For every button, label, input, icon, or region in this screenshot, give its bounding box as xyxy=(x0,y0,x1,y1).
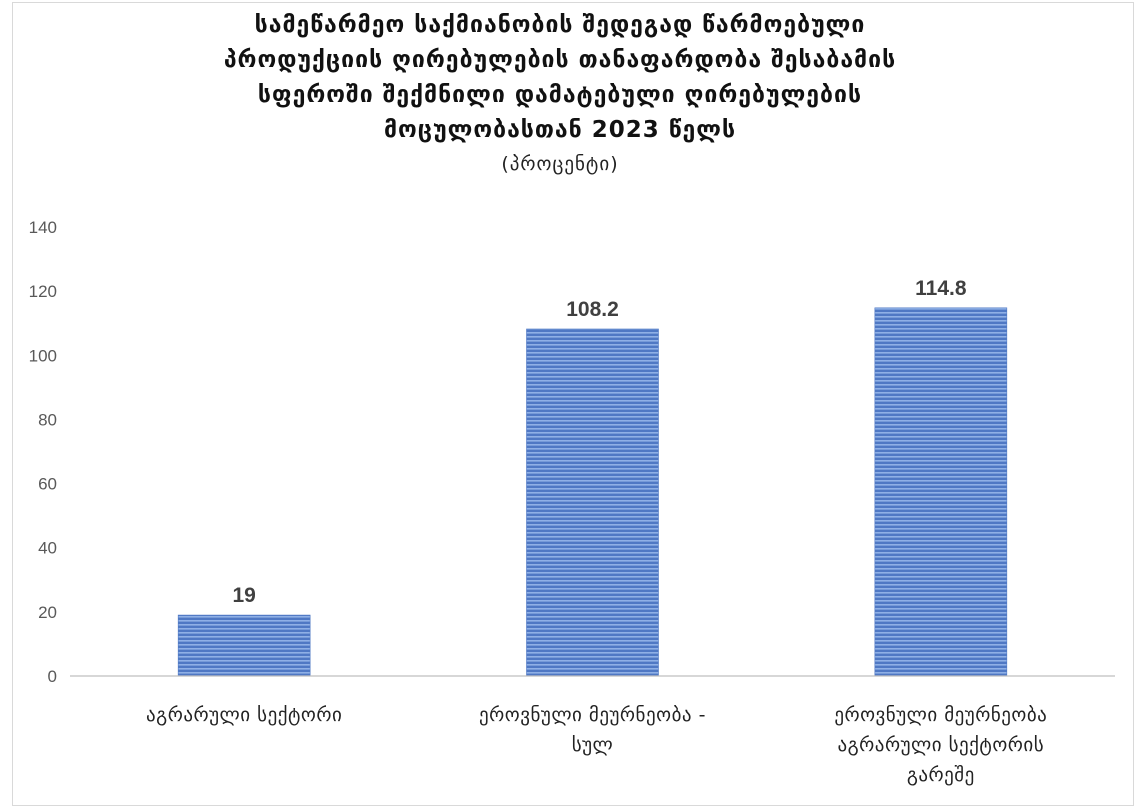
y-axis: 0 20 40 60 80 100 120 140 xyxy=(29,218,57,686)
data-label: 108.2 xyxy=(566,298,619,321)
x-category-label-line: გარეშე xyxy=(906,764,975,786)
bar xyxy=(874,307,1008,677)
y-tick-label: 120 xyxy=(29,282,57,301)
y-tick-label: 0 xyxy=(48,667,57,686)
x-category-label-line: ეროვნული მეურნეობა - xyxy=(479,704,706,726)
x-category-label-line: სულ xyxy=(571,734,614,756)
data-label: 114.8 xyxy=(915,277,967,300)
y-tick-label: 60 xyxy=(38,475,57,494)
y-tick-label: 100 xyxy=(29,346,57,365)
y-tick-label: 40 xyxy=(38,539,57,558)
chart-title-line-2: პროდუქციის ღირებულების თანაფარდობა შესაბ… xyxy=(223,47,897,73)
chart-subtitle: (პროცენტი) xyxy=(501,153,619,175)
chart-title: სამეწარმეო საქმიანობის შედეგად წარმოებულ… xyxy=(60,8,1060,180)
y-tick-label: 80 xyxy=(38,410,57,429)
x-category-label: ეროვნული მეურნეობა აგრარული სექტორის გარეშ… xyxy=(771,700,1111,790)
x-category-label-line: ეროვნული მეურნეობა xyxy=(834,704,1048,726)
x-category-label: ეროვნული მეურნეობა - სულ xyxy=(423,700,763,760)
y-tick-label: 140 xyxy=(29,218,57,237)
bars-group xyxy=(177,307,1008,677)
x-category-label-line: აგრარული სექტორი xyxy=(146,704,343,726)
chart-title-line-4: მოცულობასთან 2023 წელს xyxy=(383,117,737,143)
chart-title-line-1: სამეწარმეო საქმიანობის შედეგად წარმოებულ… xyxy=(254,12,866,38)
chart-title-line-3: სფეროში შექმნილი დამატებული ღირებულების xyxy=(257,82,863,108)
bar xyxy=(177,614,311,677)
chart-frame xyxy=(12,2,1134,806)
bar xyxy=(526,328,659,677)
x-category-label-line: აგრარული სექტორის xyxy=(837,734,1045,756)
y-tick-label: 20 xyxy=(38,603,57,622)
x-category-label: აგრარული სექტორი xyxy=(74,700,414,730)
data-labels-group: 19 108.2 114.8 xyxy=(232,277,966,607)
data-label: 19 xyxy=(232,584,255,607)
